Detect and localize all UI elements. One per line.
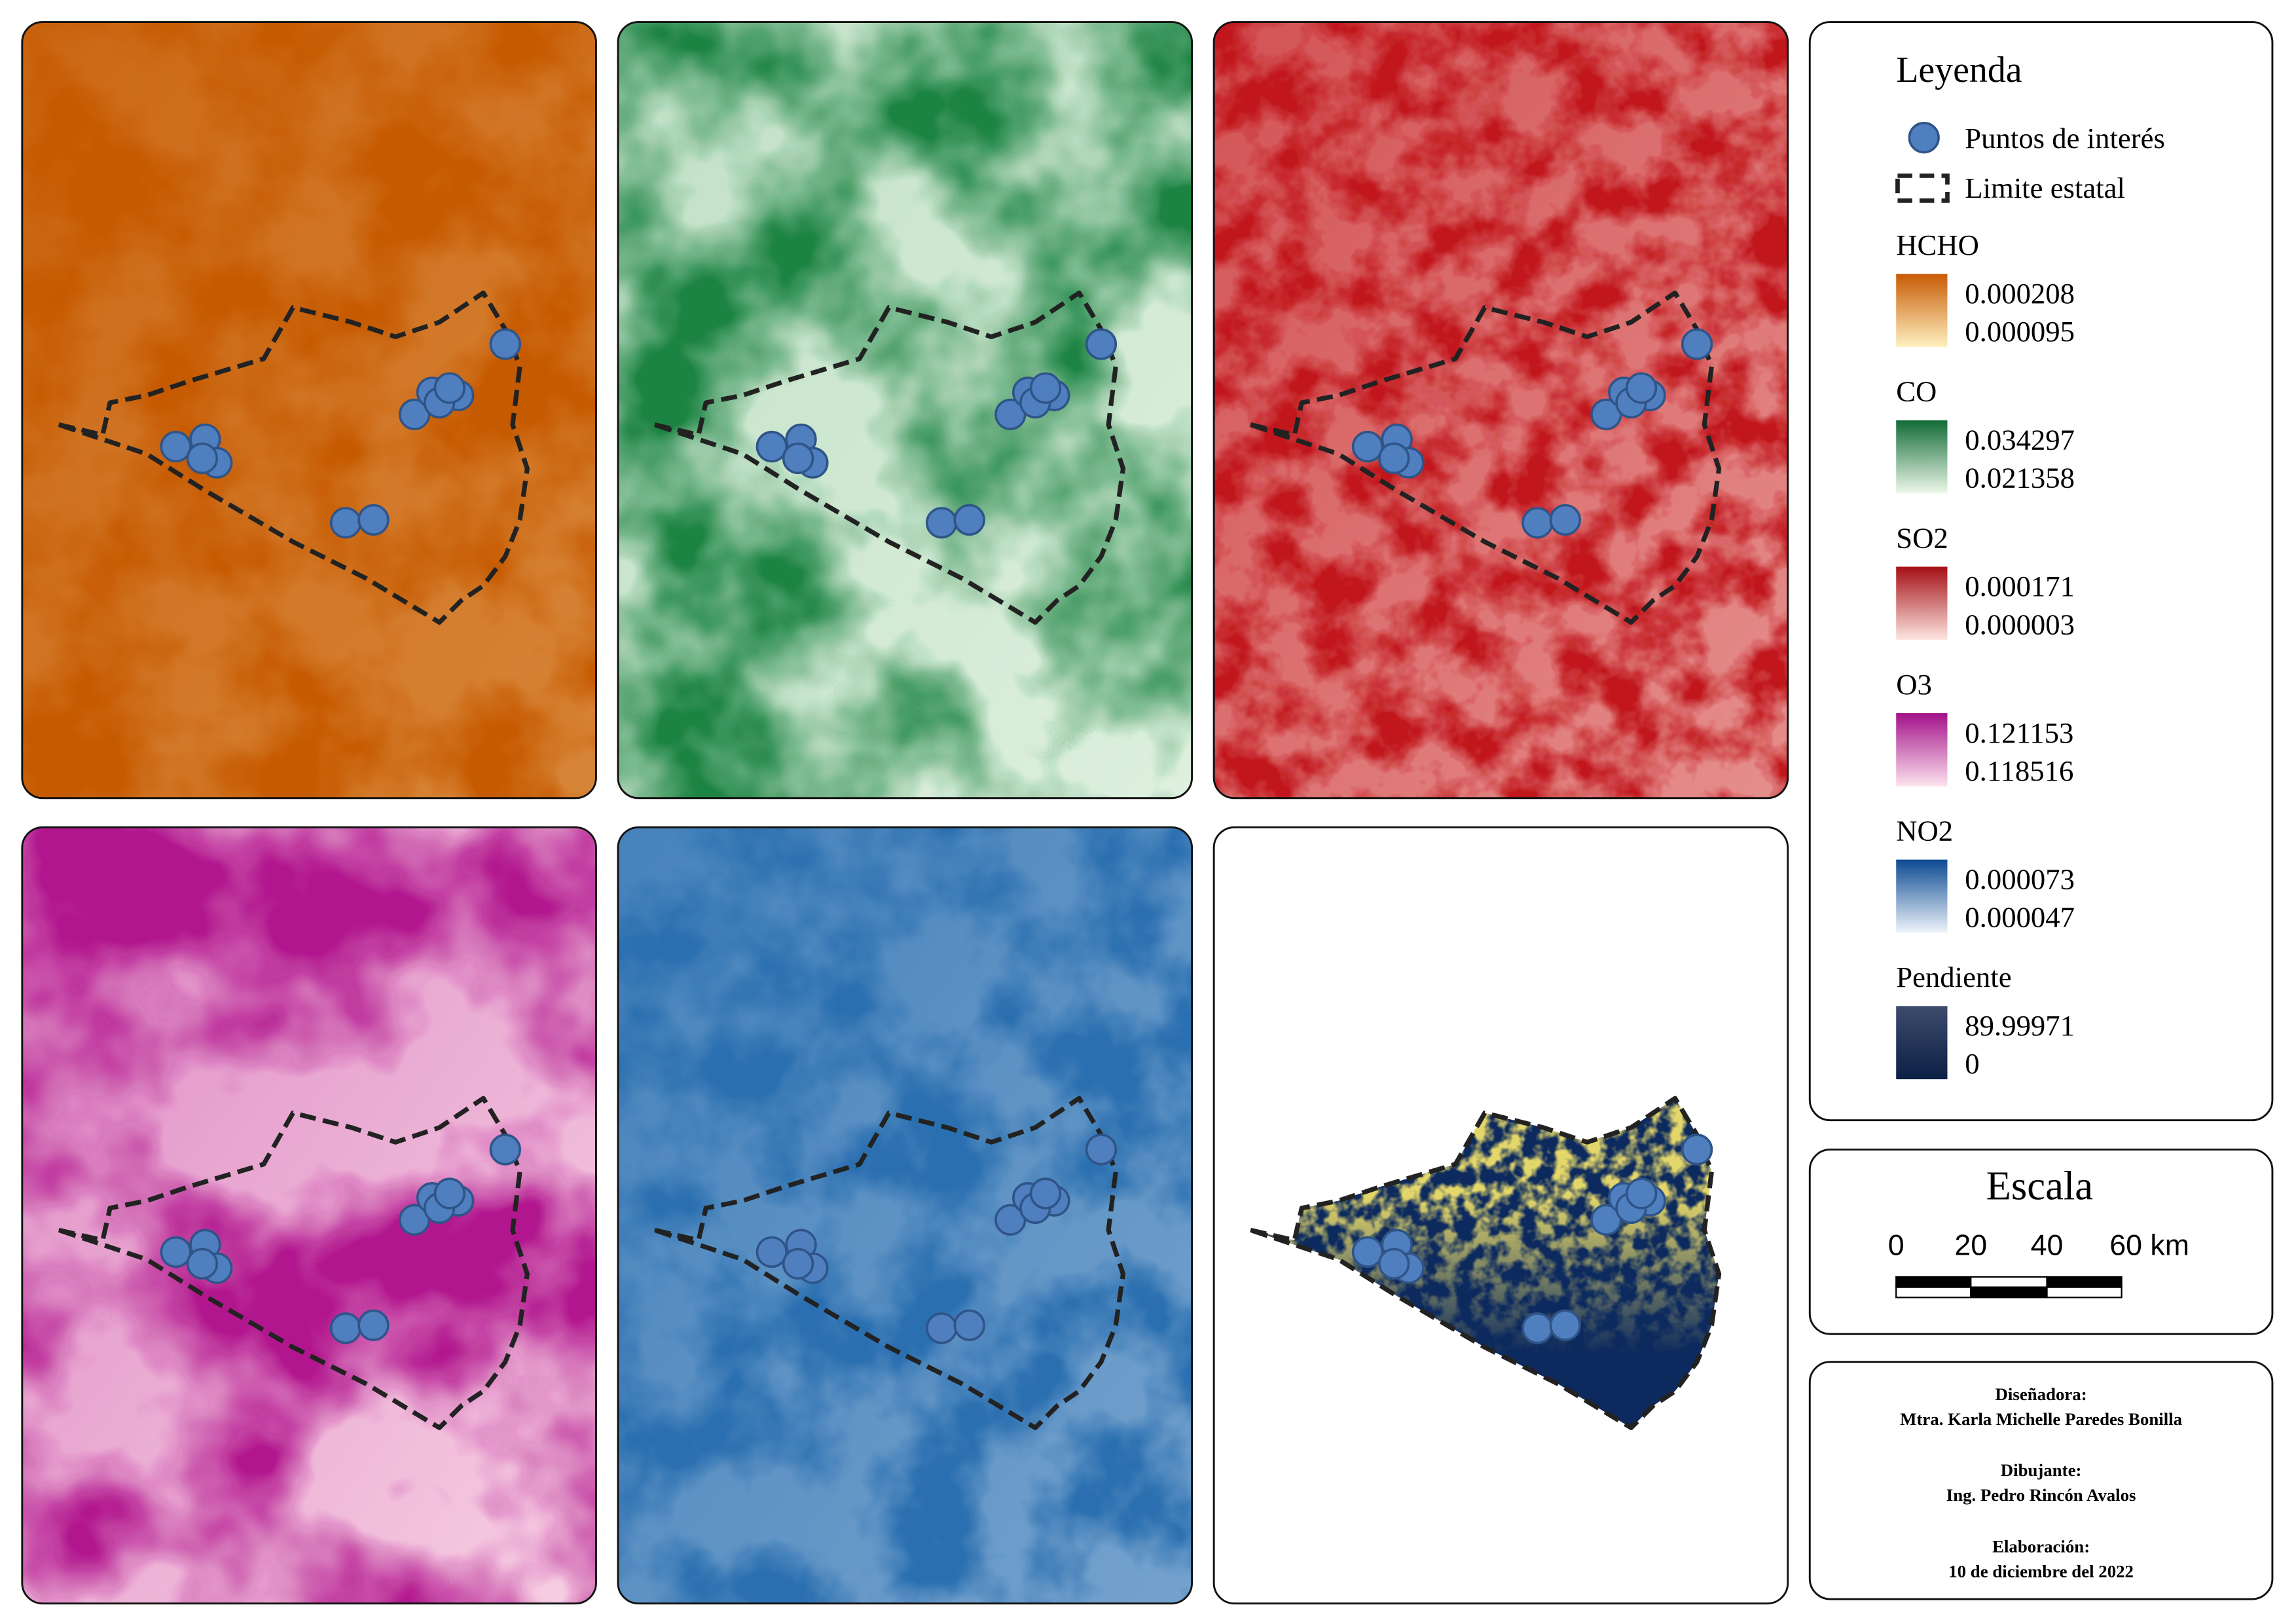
legend-layer-name: SO2: [1896, 521, 1948, 554]
credit-label: Elaboración:: [1992, 1536, 2090, 1556]
legend-layer-name: NO2: [1896, 815, 1953, 847]
credit-text: 10 de diciembre del 2022: [1948, 1561, 2134, 1581]
legend-color-ramp: [1896, 713, 1948, 786]
raster-texture: [617, 22, 1192, 798]
legend-color-ramp: [1896, 420, 1948, 494]
legend-layer-name: O3: [1896, 668, 1932, 701]
legend-layer-name: HCHO: [1896, 229, 1979, 261]
map-panel: [21, 21, 597, 800]
map-panel: [1212, 826, 1789, 1605]
legend-min-label: 0: [1965, 1047, 1979, 1080]
panel-frame: [21, 826, 597, 1605]
legend-min-label: 0.021358: [1965, 462, 2075, 494]
legend-min-label: 0.000047: [1965, 901, 2075, 934]
legend-max-label: 0.000171: [1965, 570, 2075, 602]
legend-layers: HCHO 0.000208 0.000095 CO 0.034297 0.021358 SO…: [1896, 229, 2075, 1080]
legend-min-label: 0.118516: [1965, 754, 2073, 787]
legend-max-label: 0.000208: [1965, 277, 2075, 310]
raster-texture: [22, 22, 596, 798]
map-panels: [21, 21, 1789, 1605]
map-panel: [617, 826, 1194, 1605]
scale-label: 20: [1954, 1229, 1987, 1261]
legend-min-label: 0.000095: [1965, 315, 2075, 348]
legend-color-ramp: [1896, 274, 1948, 347]
panel-frame: [21, 21, 597, 800]
raster-texture: [22, 827, 596, 1604]
scale-bar: [1895, 1276, 2123, 1299]
map-panel: [1212, 21, 1789, 800]
scale-label: 60 km: [2109, 1229, 2189, 1261]
credits-box: [1808, 1361, 2274, 1600]
credit-label: Dibujante:: [2001, 1460, 2082, 1480]
panel-frame: [617, 826, 1194, 1605]
legend-color-ramp: [1896, 566, 1948, 640]
credit-label: Diseñadora:: [1995, 1384, 2087, 1404]
map-panel: [21, 826, 597, 1605]
legend-point-symbol: [1908, 122, 1940, 154]
raster-texture: [1214, 22, 1788, 798]
map-panel: [617, 21, 1194, 800]
legend-max-label: 89.99971: [1965, 1009, 2075, 1042]
raster-texture: [617, 827, 1192, 1604]
scale-box: [1808, 1149, 2274, 1335]
panel-frame: [1212, 826, 1789, 1605]
legend-max-label: 0.000073: [1965, 862, 2075, 895]
legend-max-label: 0.121153: [1965, 716, 2073, 749]
scale-label: 0: [1888, 1229, 1904, 1261]
legend-color-ramp: [1896, 859, 1948, 933]
legend-title: Leyenda: [1896, 50, 2022, 90]
legend-item: Limite estatal: [1965, 172, 2125, 204]
panel-frame: [617, 21, 1194, 800]
legend-boundary-symbol: [1895, 173, 1950, 203]
legend-color-ramp: [1896, 1006, 1948, 1080]
scale-label: 40: [2031, 1229, 2064, 1261]
legend-item: Puntos de interés: [1965, 122, 2165, 155]
scale-title: Escala: [1986, 1162, 2093, 1208]
legend-box: [1808, 21, 2274, 1122]
legend-max-label: 0.034297: [1965, 424, 2075, 456]
panel-frame: [1212, 21, 1789, 800]
credit-text: Mtra. Karla Michelle Paredes Bonilla: [1900, 1409, 2182, 1429]
legend-layer-name: Pendiente: [1896, 961, 2011, 993]
legend-layer-name: CO: [1896, 375, 1937, 408]
legend-min-label: 0.000003: [1965, 608, 2075, 640]
credit-text: Ing. Pedro Rincón Avalos: [1946, 1485, 2136, 1505]
